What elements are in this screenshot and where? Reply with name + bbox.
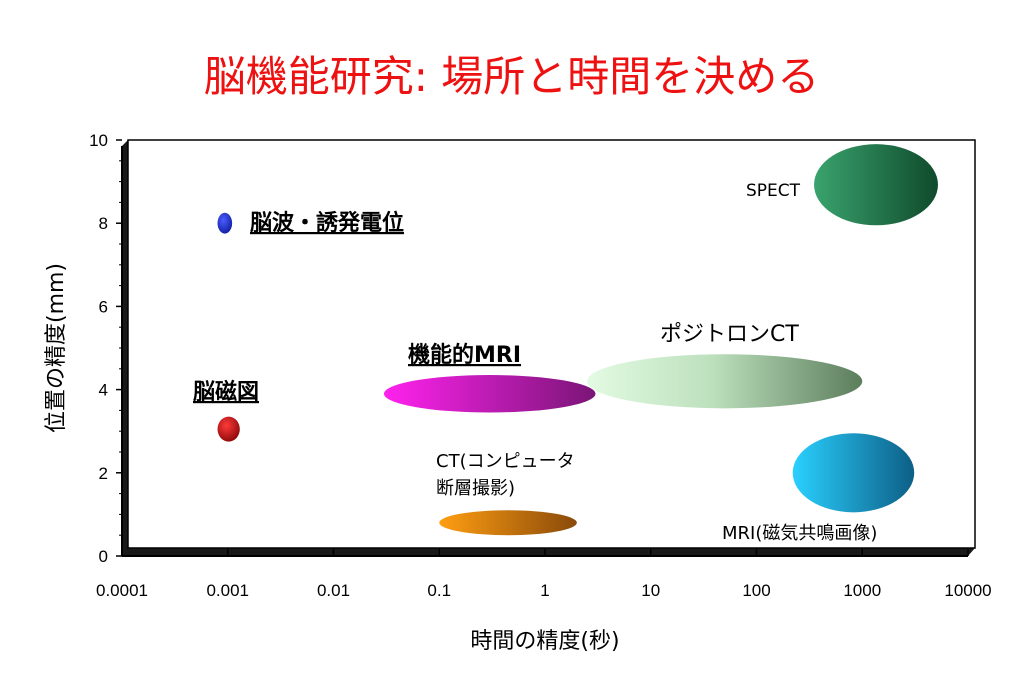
- x-tick-label: 1000: [843, 581, 881, 600]
- ellipse-pet: [587, 354, 863, 409]
- y-tick-label: 4: [99, 381, 108, 400]
- x-tick-label: 0.01: [317, 581, 350, 600]
- ellipse-fmri: [383, 375, 596, 413]
- x-tick-label: 0.0001: [96, 581, 148, 600]
- label-eeg: 脳波・誘発電位: [250, 210, 404, 236]
- x-axis-ticks: 0.0001 0.001 0.01 0.1 1 10 100 1000 10000: [96, 549, 992, 600]
- chart-marks: [217, 144, 938, 536]
- ellipse-mri: [792, 433, 915, 513]
- y-axis-ticks: 0 2 4 6 8 10: [89, 131, 122, 566]
- label-ct-line1: CT(コンピュータ: [436, 451, 575, 472]
- x-tick-label: 0.1: [427, 581, 451, 600]
- ellipse-meg: [217, 416, 240, 442]
- ellipse-spect: [814, 144, 938, 226]
- x-tick-label: 0.001: [206, 581, 249, 600]
- chart-title: 脳機能研究: 場所と時間を決める: [203, 52, 820, 101]
- ellipse-ct: [439, 510, 577, 536]
- y-tick-label: 2: [99, 464, 108, 483]
- x-axis-title: 時間の精度(秒): [470, 629, 619, 654]
- y-tick-label: 0: [99, 547, 108, 566]
- x-tick-label: 10: [641, 581, 660, 600]
- x-tick-label: 100: [742, 581, 770, 600]
- y-tick-label: 10: [89, 131, 108, 150]
- label-pet: ポジトロンCT: [660, 322, 799, 347]
- label-spect: SPECT: [746, 181, 801, 201]
- label-fmri: 機能的MRI: [408, 342, 521, 368]
- x-tick-label: 1: [540, 581, 549, 600]
- label-mri: MRI(磁気共鳴画像): [722, 523, 877, 544]
- y-tick-label: 8: [99, 214, 108, 233]
- ellipse-eeg: [217, 212, 233, 234]
- y-tick-label: 6: [99, 297, 108, 316]
- y-axis-title: 位置の精度(mm): [44, 263, 69, 433]
- x-tick-label: 10000: [944, 581, 991, 600]
- label-meg: 脳磁図: [193, 379, 259, 405]
- label-ct-line2: 断層撮影): [436, 478, 515, 499]
